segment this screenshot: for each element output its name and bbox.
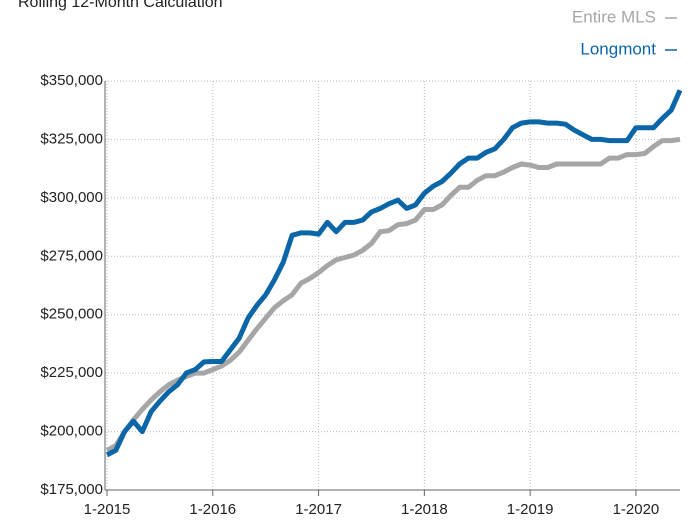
y-tick-label: $325,000: [40, 130, 103, 147]
x-tick-label: 1-2016: [189, 501, 236, 518]
line-series: [105, 89, 683, 458]
y-tick-label: $300,000: [40, 189, 103, 206]
x-tick-label: 1-2015: [84, 501, 131, 518]
legend-label: Longmont: [580, 39, 656, 58]
chart-title: Rolling 12-Month Calculation: [18, 0, 223, 11]
y-tick-label: $175,000: [40, 481, 103, 498]
y-tick-label: $250,000: [40, 306, 103, 323]
y-tick-label: $200,000: [40, 423, 103, 440]
y-tick-label: $350,000: [40, 72, 103, 89]
y-tick-label: $275,000: [40, 247, 103, 264]
y-tick-label: $225,000: [40, 364, 103, 381]
x-tick-label: 1-2017: [295, 501, 342, 518]
x-tick-label: 1-2019: [507, 501, 554, 518]
x-tick-label: 1-2020: [613, 501, 660, 518]
line-series: [105, 136, 681, 453]
legend-label: Entire MLS: [572, 7, 656, 26]
x-tick-label: 1-2018: [401, 501, 448, 518]
